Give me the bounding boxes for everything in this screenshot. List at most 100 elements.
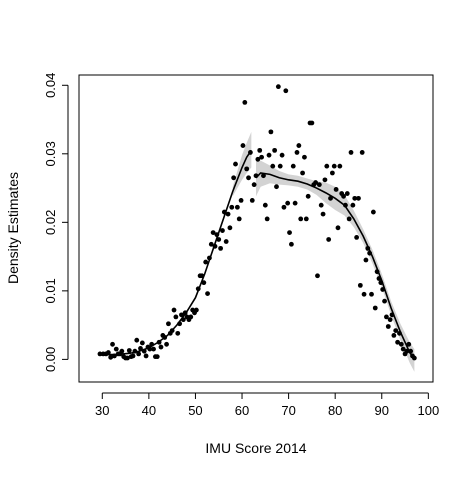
data-point: [326, 237, 332, 242]
y-tick-label: 0.00: [43, 347, 58, 372]
x-axis-label: IMU Score 2014: [205, 440, 306, 456]
data-point: [305, 193, 311, 199]
data-point: [207, 255, 212, 261]
data-point: [324, 163, 330, 169]
data-point: [287, 230, 292, 236]
data-point: [408, 348, 414, 354]
data-point: [272, 147, 278, 153]
data-point: [315, 273, 320, 279]
x-tick-label: 60: [235, 403, 249, 418]
data-point: [369, 291, 374, 297]
data-point: [149, 341, 155, 347]
data-point: [218, 245, 224, 251]
data-point: [313, 180, 319, 185]
data-point: [130, 353, 136, 359]
data-point: [141, 348, 147, 354]
data-point: [365, 245, 371, 251]
data-point: [126, 348, 132, 353]
data-point: [236, 216, 242, 222]
data-point: [242, 100, 248, 105]
data-point: [359, 150, 365, 155]
data-point: [352, 195, 358, 201]
data-point: [262, 202, 268, 208]
confidence-band-right: [256, 160, 415, 372]
data-point: [251, 182, 257, 188]
data-point: [182, 310, 188, 316]
data-point: [395, 339, 400, 345]
data-point: [294, 150, 300, 155]
data-point: [331, 163, 337, 169]
data-point: [411, 355, 417, 361]
data-point: [175, 330, 181, 336]
data-point: [220, 228, 225, 233]
data-point: [201, 280, 207, 286]
data-point: [289, 241, 294, 247]
y-tick-label: 0.03: [43, 141, 58, 166]
data-point: [166, 321, 171, 327]
data-point: [151, 346, 156, 352]
data-point: [203, 259, 209, 265]
data-point: [343, 202, 348, 208]
data-point: [227, 225, 233, 231]
data-point: [279, 152, 285, 158]
data-point: [341, 193, 346, 199]
data-point: [302, 154, 307, 160]
data-point: [320, 211, 326, 217]
data-point: [132, 348, 138, 354]
data-points-layer: [97, 84, 417, 361]
data-point: [350, 202, 356, 208]
data-point: [199, 273, 205, 279]
data-point: [257, 147, 263, 153]
data-point: [139, 340, 145, 346]
x-tick-label: 40: [142, 403, 156, 418]
data-point: [322, 177, 328, 183]
data-point: [354, 235, 360, 240]
data-point: [374, 269, 380, 275]
confidence-band-layer: [232, 131, 415, 372]
data-point: [376, 276, 382, 281]
data-point: [216, 237, 222, 242]
data-point: [158, 344, 164, 350]
data-point: [253, 173, 259, 179]
data-point: [177, 321, 183, 327]
data-point: [249, 198, 255, 203]
data-point: [380, 287, 386, 292]
data-point: [361, 291, 367, 297]
data-point: [378, 280, 384, 286]
data-point: [231, 175, 237, 181]
data-point: [384, 314, 389, 320]
x-tick-label: 90: [375, 403, 389, 418]
data-point: [195, 286, 201, 292]
data-point: [162, 335, 168, 340]
data-point: [110, 341, 115, 347]
data-point: [367, 250, 373, 256]
data-point: [348, 150, 354, 155]
y-tick-label: 0.02: [43, 210, 58, 235]
data-point: [285, 200, 291, 206]
data-point: [259, 154, 264, 160]
data-point: [387, 317, 393, 323]
data-point: [248, 150, 253, 155]
x-axis: 30 40 50 60 70 80 90 100: [95, 392, 439, 418]
fit-line-right: [255, 172, 416, 360]
data-point: [316, 182, 322, 188]
x-tick-label: 80: [328, 403, 342, 418]
plot-frame: [78, 74, 434, 383]
data-point: [363, 257, 369, 263]
data-point: [164, 341, 169, 347]
data-point: [303, 216, 309, 222]
data-point: [238, 198, 244, 203]
data-point: [156, 339, 162, 345]
data-point: [397, 330, 402, 336]
data-point: [210, 230, 216, 236]
data-point: [385, 324, 391, 329]
data-point: [234, 204, 240, 210]
data-point: [344, 191, 350, 196]
data-point: [225, 211, 231, 217]
data-point: [264, 216, 270, 222]
data-point: [406, 341, 412, 347]
data-point: [112, 353, 117, 359]
data-point: [240, 143, 246, 148]
data-point: [277, 163, 283, 169]
